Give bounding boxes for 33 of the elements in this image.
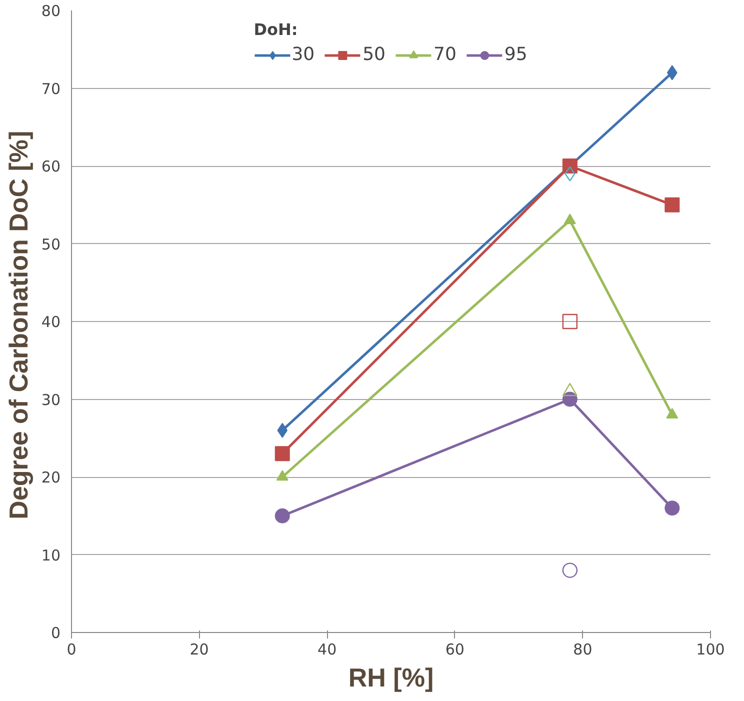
point xyxy=(276,470,288,481)
y-tick-label: 50 xyxy=(41,235,61,254)
x-axis-title: RH [%] xyxy=(348,662,434,692)
x-tick-label: 40 xyxy=(318,640,337,658)
point xyxy=(562,392,578,407)
point xyxy=(562,158,578,174)
point xyxy=(562,314,578,330)
point xyxy=(274,508,290,524)
x-tick-label: 100 xyxy=(696,640,725,658)
point xyxy=(664,500,680,516)
legend-label: 95 xyxy=(504,44,528,65)
x-tick-label: 0 xyxy=(66,640,76,658)
y-tick-label: 80 xyxy=(41,2,61,20)
y-tick-label: 20 xyxy=(41,468,61,486)
point xyxy=(274,446,290,462)
y-axis-title: Degree of Carbonation DoC [%] xyxy=(3,130,34,520)
y-tick-label: 10 xyxy=(41,546,61,564)
legend-title: DoH: xyxy=(254,20,299,39)
y-tick-label: 0 xyxy=(50,624,61,642)
y-tick-label: 30 xyxy=(41,390,61,409)
legend-label: 70 xyxy=(434,44,456,65)
y-tick-label: 40 xyxy=(41,313,61,331)
y-tick-label: 60 xyxy=(41,158,61,176)
x-tick-label: 60 xyxy=(445,640,464,658)
legend-label: 30 xyxy=(292,44,315,65)
x-tick-label: 20 xyxy=(190,640,209,658)
point xyxy=(564,214,576,224)
point xyxy=(664,197,680,212)
x-tick-label: 80 xyxy=(573,640,592,658)
point xyxy=(564,166,576,182)
legend-label: 50 xyxy=(362,44,386,65)
y-tick-label: 70 xyxy=(41,80,61,98)
point xyxy=(562,562,578,578)
